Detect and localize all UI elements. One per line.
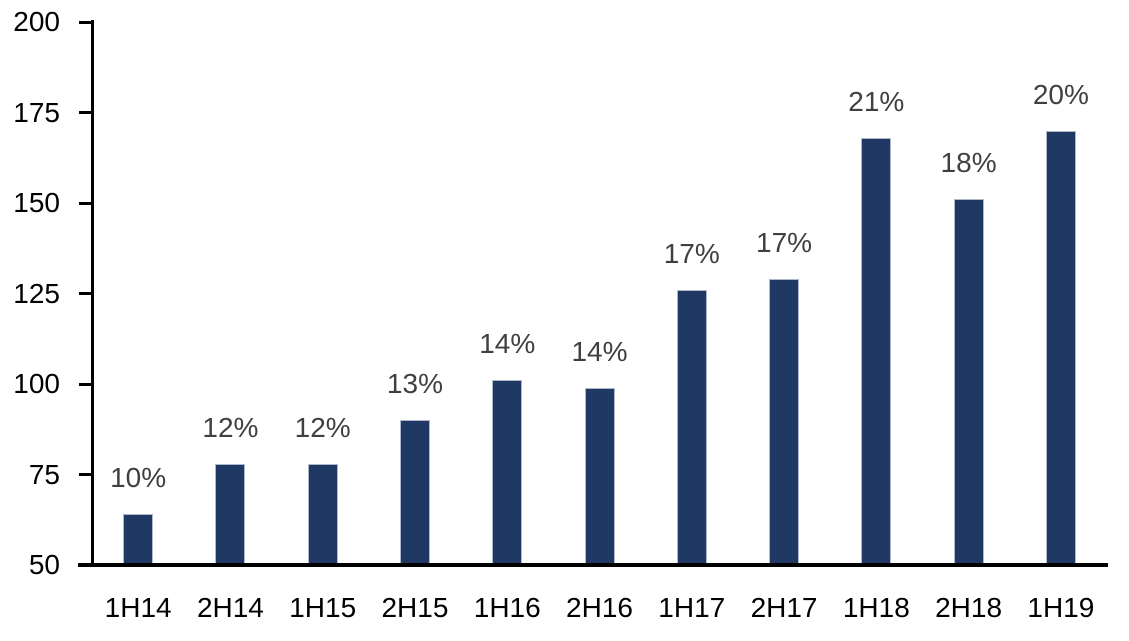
bar-2H15 bbox=[399, 420, 430, 565]
bar-value-label: 14% bbox=[571, 335, 628, 367]
x-tick-label: 1H17 bbox=[658, 592, 726, 623]
y-tick-label: 50 bbox=[28, 549, 60, 580]
bar-1H15 bbox=[307, 463, 338, 565]
x-tick-label: 1H19 bbox=[1027, 592, 1095, 623]
y-tick-label: 100 bbox=[13, 368, 60, 399]
x-tick-label: 2H15 bbox=[381, 592, 449, 623]
y-axis-line bbox=[91, 20, 94, 567]
y-tick-mark bbox=[79, 473, 92, 476]
bar-value-label: 17% bbox=[663, 237, 720, 269]
bar-value-label: 21% bbox=[848, 85, 905, 117]
y-tick-label: 75 bbox=[28, 458, 60, 490]
bar-2H17 bbox=[769, 279, 800, 565]
x-tick-label: 2H18 bbox=[935, 592, 1003, 623]
bar-value-label: 20% bbox=[1032, 78, 1089, 110]
bar-value-label: 12% bbox=[202, 411, 259, 443]
x-tick-label: 1H14 bbox=[104, 592, 172, 623]
bar-value-label: 17% bbox=[756, 227, 813, 259]
bar-1H17 bbox=[676, 289, 707, 565]
bar-2H14 bbox=[215, 463, 246, 565]
bar-2H16 bbox=[584, 387, 615, 565]
bar-1H19 bbox=[1045, 130, 1076, 565]
y-tick-mark bbox=[79, 201, 92, 205]
x-tick-label: 2H14 bbox=[196, 592, 264, 623]
bar-value-label: 13% bbox=[386, 368, 443, 400]
bar-1H14 bbox=[123, 514, 154, 565]
bar-value-label: 10% bbox=[110, 462, 167, 494]
y-tick-label: 200 bbox=[13, 6, 60, 37]
x-tick-label: 1H16 bbox=[473, 592, 541, 623]
x-tick-label: 1H15 bbox=[289, 592, 357, 623]
x-tick-label: 1H18 bbox=[842, 592, 910, 623]
y-tick-mark bbox=[79, 292, 92, 295]
y-tick-mark bbox=[79, 382, 92, 386]
y-tick-label: 125 bbox=[13, 277, 60, 309]
bar-value-label: 12% bbox=[294, 411, 351, 443]
bar-value-label: 18% bbox=[940, 147, 997, 179]
y-tick-label: 175 bbox=[13, 96, 60, 128]
bar-2H18 bbox=[953, 199, 984, 565]
x-tick-label: 2H16 bbox=[566, 592, 633, 623]
y-tick-mark bbox=[79, 20, 92, 24]
bar-1H18 bbox=[861, 137, 892, 565]
y-tick-mark bbox=[79, 111, 92, 114]
bar-value-label: 14% bbox=[479, 328, 536, 360]
x-axis-line bbox=[78, 563, 1108, 567]
bar-1H16 bbox=[492, 380, 523, 565]
y-tick-label: 150 bbox=[13, 187, 60, 218]
x-tick-label: 2H17 bbox=[750, 592, 818, 623]
